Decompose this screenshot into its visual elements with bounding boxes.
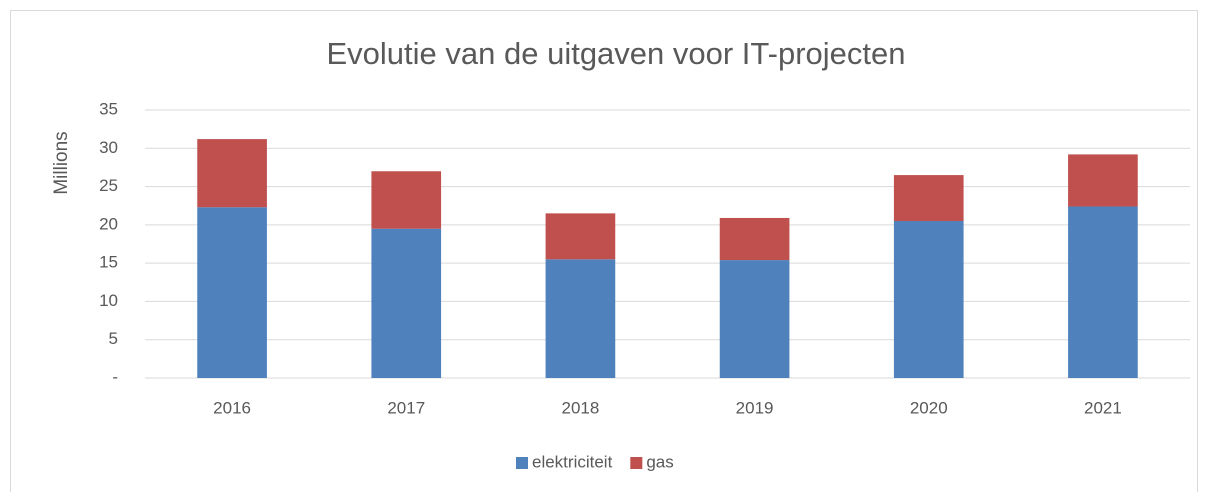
chart-title: Evolutie van de uitgaven voor IT-project… bbox=[326, 36, 905, 71]
y-tick-label: 15 bbox=[99, 253, 118, 272]
y-tick-label: 25 bbox=[99, 176, 118, 195]
legend-swatch bbox=[630, 457, 643, 469]
bar-segment bbox=[1068, 206, 1138, 378]
bar-segment bbox=[719, 260, 790, 378]
bar-segment bbox=[1068, 154, 1138, 207]
bar-segment bbox=[197, 139, 267, 208]
y-tick-label: 30 bbox=[99, 138, 118, 157]
bar-segment bbox=[197, 207, 267, 378]
bar-segment bbox=[371, 228, 442, 378]
legend-label: gas bbox=[646, 452, 673, 471]
bar-segment bbox=[893, 221, 964, 378]
x-tick-label: 2018 bbox=[562, 398, 600, 417]
y-tick-label: 20 bbox=[99, 214, 118, 233]
x-tick-label: 2016 bbox=[213, 398, 251, 417]
y-tick-label: 35 bbox=[99, 99, 118, 118]
y-axis-label: Millions bbox=[51, 131, 72, 194]
legend-swatch bbox=[516, 457, 528, 469]
x-tick-label: 2021 bbox=[1084, 398, 1122, 417]
x-tick-label: 2019 bbox=[736, 398, 774, 417]
bar-segment bbox=[719, 217, 790, 261]
bar-segment bbox=[545, 259, 616, 378]
legend-label: elektriciteit bbox=[532, 452, 613, 471]
y-tick-label: 5 bbox=[109, 329, 118, 348]
x-tick-label: 2020 bbox=[910, 398, 948, 417]
bar-segment bbox=[371, 171, 442, 229]
y-tick-label: 10 bbox=[99, 291, 118, 310]
bar-segment bbox=[545, 213, 616, 260]
y-tick-label: - bbox=[112, 367, 118, 386]
x-tick-label: 2017 bbox=[387, 398, 425, 417]
bar-segment bbox=[893, 175, 964, 222]
